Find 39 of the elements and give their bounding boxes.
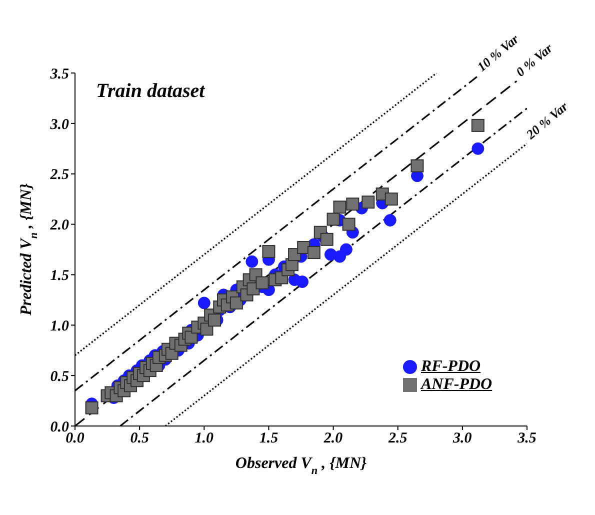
x-tick-label: 3.5 <box>516 430 537 447</box>
point <box>472 142 484 155</box>
chart-title: Train dataset <box>96 80 205 103</box>
point <box>333 200 346 214</box>
point <box>410 159 424 172</box>
point <box>320 232 334 246</box>
y-tick-label: 2.0 <box>49 218 70 234</box>
point <box>296 276 309 288</box>
x-tick-label: 0.5 <box>130 430 150 447</box>
point <box>85 401 98 414</box>
point <box>346 198 360 211</box>
point <box>362 196 375 209</box>
y-tick-label: 1.0 <box>50 318 70 334</box>
x-tick-label: 2.0 <box>322 430 344 447</box>
y-tick-label: 3.5 <box>49 66 70 82</box>
point <box>246 255 258 268</box>
y-tick-label: 0.5 <box>50 368 70 385</box>
legend-label: ANF-PDO <box>421 376 492 393</box>
point <box>342 218 356 231</box>
point <box>256 276 269 290</box>
legend-label: RF-PDO <box>421 358 481 375</box>
y-tick-label: 3.0 <box>49 116 70 133</box>
x-tick-label: 1.5 <box>259 430 279 447</box>
x-tick-label: 0.0 <box>66 430 85 447</box>
x-tick-label: 2.5 <box>387 430 408 447</box>
y-tick-label: 2.5 <box>49 167 70 184</box>
point <box>198 296 210 310</box>
x-tick-label: 1.0 <box>194 430 214 447</box>
point <box>384 214 396 226</box>
point <box>340 243 352 256</box>
point <box>471 118 484 132</box>
y-tick-label: 1.5 <box>50 268 70 284</box>
x-tick-label: 3.0 <box>452 430 472 447</box>
point <box>326 212 340 226</box>
x-axis-title: Observed V$_{n}$ , {MN} <box>235 455 367 477</box>
point <box>262 245 276 258</box>
point <box>384 192 398 206</box>
point <box>307 246 320 260</box>
text: 20 % Var <box>522 98 572 143</box>
